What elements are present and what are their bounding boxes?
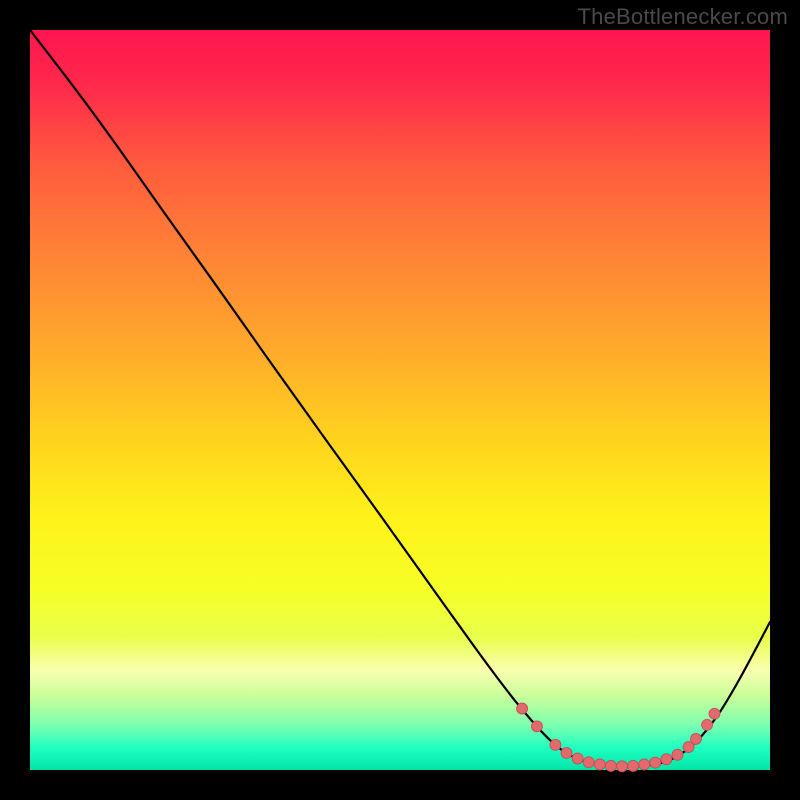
curve-dot: [639, 759, 650, 770]
curve-dot: [605, 760, 616, 771]
curve-dot: [650, 757, 661, 768]
curve-dot: [702, 719, 713, 730]
curve-dot: [661, 754, 672, 765]
curve-dot: [628, 760, 639, 771]
curve-dot: [583, 757, 594, 768]
curve-dot: [691, 733, 702, 744]
curve-dot: [672, 749, 683, 760]
curve-dot: [561, 747, 572, 758]
chart-svg: [0, 0, 800, 800]
curve-dot: [709, 708, 720, 719]
curve-dot: [550, 739, 561, 750]
curve-dot: [617, 761, 628, 772]
plot-area: [30, 30, 770, 770]
chart-stage: TheBottlenecker.com: [0, 0, 800, 800]
curve-dot: [572, 753, 583, 764]
curve-dot: [517, 703, 528, 714]
curve-dot: [594, 759, 605, 770]
curve-dot: [531, 721, 542, 732]
